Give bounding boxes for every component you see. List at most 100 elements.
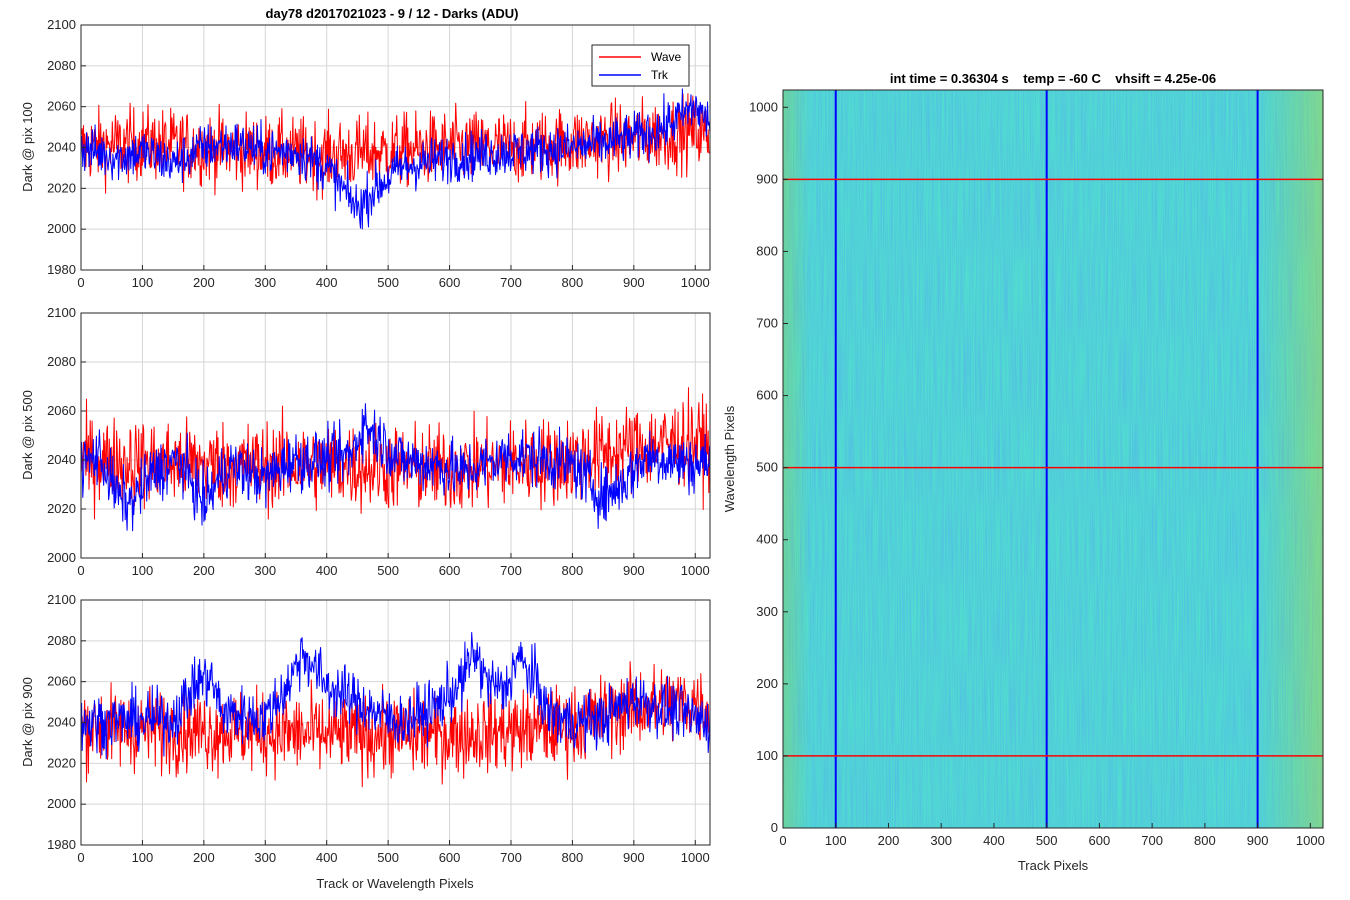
series-line-trk <box>81 88 710 230</box>
plot-frame <box>80 312 711 559</box>
marker-lines <box>783 90 1323 828</box>
x-tick-label: 1000 <box>1296 833 1325 848</box>
x-tick-label: 500 <box>1036 833 1058 848</box>
x-tick-label: 400 <box>983 833 1005 848</box>
tick-labels: 0 100 200 300 400 500 600 700 800 900 1000 0 100 200 3… <box>749 99 1325 848</box>
x-tick-label: 100 <box>132 563 154 578</box>
y-tick-label: 700 <box>756 316 778 331</box>
y-tick-label: 2080 <box>47 633 76 648</box>
x-tick-label: 1000 <box>681 850 710 865</box>
x-tick-label: 200 <box>878 833 900 848</box>
heatmap-edge-glow <box>783 90 1323 828</box>
x-tick-label: 800 <box>562 850 584 865</box>
y-tick-label: 900 <box>756 171 778 186</box>
y-axis-label: Dark @ pix 100 <box>20 102 35 192</box>
tick-labels: 0 100 200 300 400 500 600 700 800 900 1000 1980 2000… <box>47 17 710 290</box>
y-tick-label: 200 <box>756 676 778 691</box>
x-tick-label: 400 <box>316 563 338 578</box>
dark-pix500-panel: 0 100 200 300 400 500 600 700 800 900 1000 2000 2020… <box>20 305 711 578</box>
y-tick-label: 2100 <box>47 17 76 32</box>
y-tick-label: 500 <box>756 460 778 475</box>
y-tick-label: 2040 <box>47 140 76 155</box>
x-tick-label: 900 <box>1247 833 1269 848</box>
line-series <box>81 387 710 532</box>
y-tick-label: 2060 <box>47 674 76 689</box>
heatmap-title: int time = 0.36304 s temp = -60 C vhsift… <box>890 71 1216 86</box>
x-tick-label: 0 <box>77 563 84 578</box>
y-tick-label: 2100 <box>47 305 76 320</box>
gridlines <box>80 24 710 271</box>
x-tick-label: 300 <box>930 833 952 848</box>
y-tick-label: 2000 <box>47 796 76 811</box>
x-tick-label: 500 <box>377 275 399 290</box>
line-series <box>81 632 710 788</box>
y-tick-label: 2020 <box>47 755 76 770</box>
x-tick-label: 500 <box>377 850 399 865</box>
x-tick-label: 700 <box>500 850 522 865</box>
series-line-trk <box>81 403 710 532</box>
x-tick-label: 700 <box>500 563 522 578</box>
x-tick-label: 700 <box>1141 833 1163 848</box>
legend-label-wave: Wave <box>651 50 682 64</box>
x-tick-label: 900 <box>623 563 645 578</box>
tick-labels: 0 100 200 300 400 500 600 700 800 900 1000 1980 2000… <box>47 592 710 865</box>
y-tick-label: 2080 <box>47 58 76 73</box>
x-tick-label: 900 <box>623 275 645 290</box>
legend-box <box>591 44 690 87</box>
y-tick-label: 1000 <box>749 99 778 114</box>
x-tick-label: 1000 <box>681 275 710 290</box>
dark-frame-heatmap-panel: 0 100 200 300 400 500 600 700 800 900 1000 0 100 200 3… <box>722 71 1325 873</box>
y-tick-label: 2060 <box>47 403 76 418</box>
y-tick-label: 800 <box>756 243 778 258</box>
y-tick-label: 2080 <box>47 354 76 369</box>
series-line-wave <box>81 661 710 788</box>
y-tick-label: 2040 <box>47 452 76 467</box>
x-axis-label: Track Pixels <box>1018 858 1089 873</box>
x-tick-label: 300 <box>254 563 276 578</box>
x-tick-label: 400 <box>316 850 338 865</box>
dark-pix900-panel: 0 100 200 300 400 500 600 700 800 900 1000 1980 2000… <box>20 592 711 891</box>
y-tick-label: 2000 <box>47 221 76 236</box>
y-tick-label: 1980 <box>47 837 76 852</box>
y-tick-label: 300 <box>756 604 778 619</box>
x-tick-label: 600 <box>1089 833 1111 848</box>
x-tick-label: 800 <box>1194 833 1216 848</box>
y-tick-label: 400 <box>756 532 778 547</box>
x-tick-label: 600 <box>439 275 461 290</box>
x-tick-label: 200 <box>193 850 215 865</box>
plot-frame <box>782 89 1324 829</box>
y-tick-label: 600 <box>756 388 778 403</box>
chart-title: day78 d2017021023 - 9 / 12 - Darks (ADU) <box>266 6 519 21</box>
x-tick-label: 100 <box>132 850 154 865</box>
x-tick-label: 700 <box>500 275 522 290</box>
x-tick-label: 600 <box>439 563 461 578</box>
line-series <box>81 88 710 230</box>
y-tick-label: 2100 <box>47 592 76 607</box>
y-tick-label: 0 <box>771 820 778 835</box>
y-axis-label: Dark @ pix 500 <box>20 390 35 480</box>
x-tick-label: 500 <box>377 563 399 578</box>
x-tick-label: 0 <box>77 850 84 865</box>
y-tick-label: 2000 <box>47 550 76 565</box>
y-tick-label: 2020 <box>47 501 76 516</box>
x-tick-label: 300 <box>254 275 276 290</box>
x-tick-label: 200 <box>193 275 215 290</box>
series-line-trk <box>81 632 710 760</box>
series-line-wave <box>81 93 710 201</box>
x-tick-label: 800 <box>562 563 584 578</box>
x-tick-label: 600 <box>439 850 461 865</box>
legend-label-trk: Trk <box>651 68 669 82</box>
tick-labels: 0 100 200 300 400 500 600 700 800 900 1000 2000 2020… <box>47 305 710 578</box>
x-tick-label: 900 <box>623 850 645 865</box>
y-tick-label: 2060 <box>47 99 76 114</box>
x-tick-label: 1000 <box>681 563 710 578</box>
x-tick-label: 800 <box>562 275 584 290</box>
y-tick-label: 2040 <box>47 715 76 730</box>
x-axis-label: Track or Wavelength Pixels <box>316 876 474 891</box>
x-tick-label: 100 <box>825 833 847 848</box>
series-line-wave <box>81 387 710 520</box>
x-tick-label: 0 <box>77 275 84 290</box>
x-tick-label: 400 <box>316 275 338 290</box>
y-axis-label: Wavelength Pixels <box>722 405 737 512</box>
